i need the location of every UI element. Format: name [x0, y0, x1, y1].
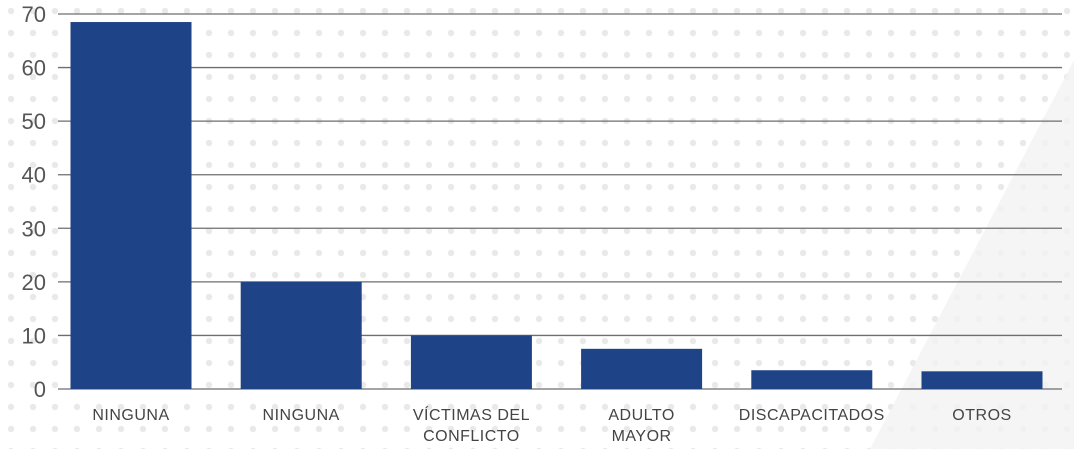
y-tick-label: 10	[22, 323, 46, 348]
x-category-label-line: MAYOR	[612, 428, 672, 445]
x-category-label-line: ADULTO	[608, 407, 674, 424]
x-category-label-line: CONFLICTO	[423, 428, 520, 445]
x-axis-labels: NINGUNA NINGUNA VÍCTIMAS DEL CONFLICTO ADULT…	[92, 405, 1011, 445]
y-tick-label: 30	[22, 216, 46, 241]
x-category-label: ADULTO MAYOR	[608, 407, 674, 445]
x-category-label: OTROS	[952, 407, 1011, 424]
x-category-label: NINGUNA	[92, 407, 169, 424]
x-category-label-line: OTROS	[952, 407, 1011, 424]
bar-3	[581, 348, 703, 389]
background-diagonal-shade	[870, 60, 1074, 449]
y-tick-label: 20	[22, 270, 46, 295]
x-category-label: DISCAPACITADOS	[739, 407, 885, 424]
y-tick-label: 50	[22, 109, 46, 134]
bar-5	[921, 371, 1043, 389]
y-tick-label: 40	[22, 163, 46, 188]
y-axis-ticks: 0 10 20 30 40 50 60 70	[22, 2, 46, 402]
x-category-label-line: NINGUNA	[263, 407, 340, 424]
y-tick-label: 70	[22, 2, 46, 27]
y-tick-label: 0	[34, 377, 46, 402]
bar-4	[751, 370, 873, 389]
x-category-label: VÍCTIMAS DEL CONFLICTO	[413, 405, 530, 445]
gridlines	[58, 13, 1062, 390]
bar-1	[240, 281, 362, 389]
x-category-label: NINGUNA	[263, 407, 340, 424]
x-category-label-line: NINGUNA	[92, 407, 169, 424]
bar-2	[410, 335, 532, 389]
bars	[70, 22, 1043, 390]
bar-0	[70, 22, 192, 390]
x-category-label-line: VÍCTIMAS DEL	[413, 405, 530, 424]
y-tick-label: 60	[22, 56, 46, 81]
x-category-label-line: DISCAPACITADOS	[739, 407, 885, 424]
